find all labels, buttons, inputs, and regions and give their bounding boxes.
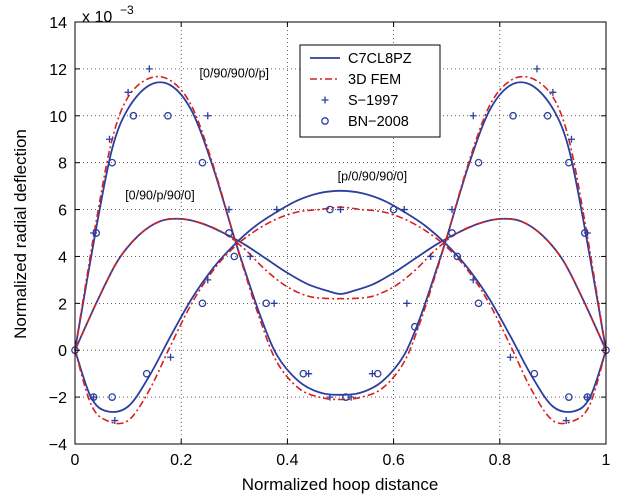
circle-marker	[474, 299, 483, 308]
circle-marker	[198, 158, 207, 167]
circle-marker	[373, 369, 382, 378]
plus-marker	[469, 112, 477, 120]
plus-marker	[326, 393, 334, 401]
circle-marker	[89, 393, 98, 401]
series-line-3d-fem	[74, 206, 607, 425]
legend: C7CL8PZ 3D FEM S−1997 BN−2008	[299, 44, 441, 138]
circle-marker	[230, 252, 239, 261]
circle-marker	[262, 299, 271, 308]
plus-marker	[246, 252, 254, 260]
annotations: [0/90/90/0/p] [p/0/90/90/0] [0/90/p/90/0]	[125, 67, 407, 203]
circle-marker	[583, 393, 592, 401]
plus-marker	[167, 353, 175, 361]
axis-ticks: 0 0.2 0.4 0.6 0.8 1 −4 −2 0 2 4 6 8 10 12 14	[49, 15, 611, 469]
circle-marker	[564, 393, 573, 401]
y-tick-label: 4	[58, 249, 67, 266]
plus-marker	[106, 135, 114, 143]
legend-box	[299, 44, 441, 138]
plus-marker	[145, 65, 153, 73]
circle-marker	[129, 111, 138, 120]
plus-marker	[337, 206, 344, 214]
x-tick-label: 0	[71, 452, 80, 469]
plus-marker	[204, 112, 212, 120]
y-tick-label: 0	[58, 343, 67, 360]
legend-plus-marker	[321, 96, 329, 104]
plus-marker	[567, 135, 575, 143]
y-tick-label: 2	[58, 296, 67, 313]
circle-marker	[108, 158, 117, 167]
plus-marker	[533, 65, 541, 73]
plus-marker	[427, 252, 435, 260]
plus-marker	[583, 393, 591, 401]
plus-marker	[270, 299, 278, 307]
y-tick-label: 14	[49, 15, 67, 32]
circle-marker	[509, 111, 517, 120]
y-tick-label: −4	[49, 437, 67, 454]
series-layer	[71, 65, 610, 425]
plus-marker	[90, 393, 98, 401]
circle-marker	[142, 369, 151, 378]
series-line-3d-fem	[74, 217, 607, 351]
x-axis-label: Normalized hoop distance	[242, 475, 439, 494]
circle-marker	[530, 369, 539, 378]
circle-marker	[474, 158, 483, 167]
circle-marker	[92, 229, 101, 237]
y-exponent-power: −3	[120, 3, 134, 17]
circle-marker	[326, 205, 334, 214]
y-tick-label: 10	[49, 109, 67, 126]
plus-marker	[111, 417, 119, 425]
circle-marker	[564, 158, 573, 167]
circle-marker	[580, 229, 589, 237]
circle-marker	[164, 111, 172, 120]
series-line-c7cl8pz	[74, 81, 607, 396]
y-exponent-base: x 10	[82, 9, 112, 26]
circle-marker	[453, 252, 462, 261]
y-tick-label: 6	[58, 203, 67, 220]
circle-marker	[108, 393, 117, 401]
curve-annotation: [p/0/90/90/0]	[338, 170, 408, 184]
curve-annotation: [0/90/p/90/0]	[125, 188, 195, 202]
legend-circle-marker	[321, 117, 329, 125]
series-line-c7cl8pz	[74, 189, 607, 413]
plus-marker	[469, 276, 477, 284]
y-tick-label: 8	[58, 156, 67, 173]
y-axis-label: Normalized radial deflection	[11, 129, 30, 339]
plus-marker	[204, 276, 212, 284]
circle-marker	[389, 205, 398, 214]
x-tick-label: 0.4	[276, 452, 298, 469]
plus-marker	[400, 206, 408, 214]
y-tick-label: −2	[49, 390, 67, 407]
plus-marker	[562, 417, 570, 425]
legend-label: S−1997	[348, 93, 398, 109]
plus-marker	[448, 206, 456, 214]
plus-marker	[549, 88, 557, 96]
plus-marker	[225, 206, 233, 214]
circle-marker	[341, 393, 350, 401]
x-tick-label: 0.2	[170, 452, 192, 469]
plus-marker	[273, 206, 281, 214]
x-tick-label: 0.6	[382, 452, 404, 469]
plus-marker	[403, 299, 411, 307]
circle-marker	[543, 111, 552, 120]
x-tick-label: 1	[602, 452, 611, 469]
plot-frame	[74, 21, 607, 445]
curve-annotation: [0/90/90/0/p]	[200, 67, 270, 81]
legend-label: 3D FEM	[348, 72, 401, 88]
y-tick-label: 12	[49, 62, 67, 79]
series-line-c7cl8pz	[74, 217, 607, 351]
plus-marker	[506, 353, 514, 361]
plus-marker	[124, 88, 132, 96]
circle-marker	[225, 229, 233, 237]
circle-marker	[448, 229, 456, 237]
circle-marker	[410, 322, 419, 331]
circle-marker	[299, 369, 308, 378]
x-tick-label: 0.8	[489, 452, 511, 469]
legend-label: C7CL8PZ	[348, 51, 412, 67]
legend-label: BN−2008	[348, 114, 409, 130]
circle-marker	[198, 299, 207, 308]
series-line-3d-fem	[74, 75, 607, 401]
